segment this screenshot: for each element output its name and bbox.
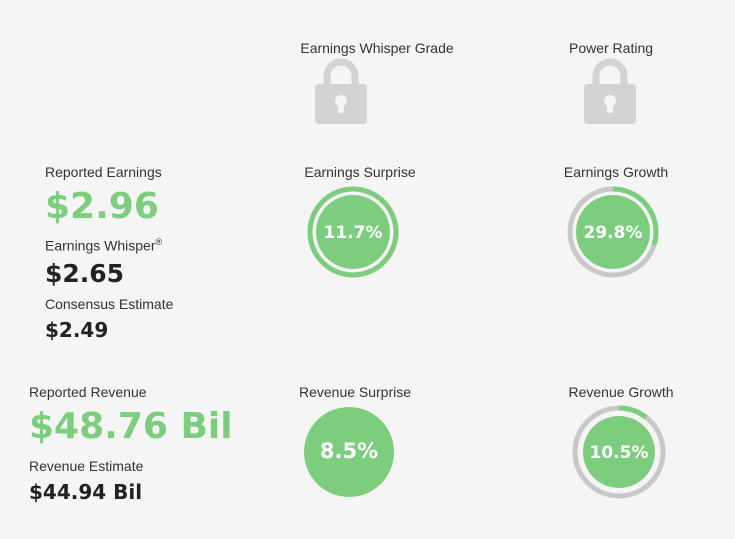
lock-icon: [315, 58, 367, 124]
gauge-progress-arc: [567, 186, 659, 278]
earnings-surprise-gauge: 11.7%: [307, 186, 399, 278]
revenue-estimate-label: Revenue Estimate: [29, 458, 144, 474]
earnings-surprise-label: Earnings Surprise: [304, 164, 416, 180]
consensus-estimate-label: Consensus Estimate: [45, 296, 174, 312]
revenue-surprise-label: Revenue Surprise: [298, 384, 412, 400]
revenue-growth-label: Revenue Growth: [568, 384, 674, 400]
revenue-estimate-value: $44.94 Bil: [29, 480, 143, 504]
power-rating-label: Power Rating: [568, 40, 654, 56]
earnings-growth-gauge: 29.8%: [567, 186, 659, 278]
earnings-whisper-label: Earnings Whisper®: [45, 237, 163, 254]
reported-revenue-value: $48.76 Bil: [29, 406, 233, 447]
gauge-progress-arc: [572, 405, 666, 499]
earnings-growth-value: 29.8%: [584, 223, 643, 243]
gauge-fill: [316, 195, 390, 269]
revenue-surprise-gauge: 8.5%: [304, 407, 394, 497]
earnings-surprise-value: 11.7%: [324, 223, 383, 243]
earnings-whisper-value: $2.65: [45, 259, 125, 288]
revenue-surprise-value: 8.5%: [320, 439, 378, 463]
earnings-growth-label: Earnings Growth: [563, 164, 669, 180]
earnings-whisper-grade-label: Earnings Whisper Grade: [300, 40, 454, 56]
lock-icon: [584, 58, 636, 124]
reported-revenue-label: Reported Revenue: [29, 384, 147, 400]
reported-earnings-value: $2.96: [45, 186, 159, 227]
reported-earnings-label: Reported Earnings: [45, 164, 162, 180]
gauge-fill: [304, 407, 394, 497]
gauge-fill: [583, 416, 655, 488]
revenue-growth-value: 10.5%: [590, 443, 649, 463]
revenue-growth-gauge: 10.5%: [572, 405, 666, 499]
consensus-estimate-value: $2.49: [45, 318, 109, 342]
gauge-progress-arc: [307, 186, 399, 278]
gauge-fill: [576, 195, 650, 269]
